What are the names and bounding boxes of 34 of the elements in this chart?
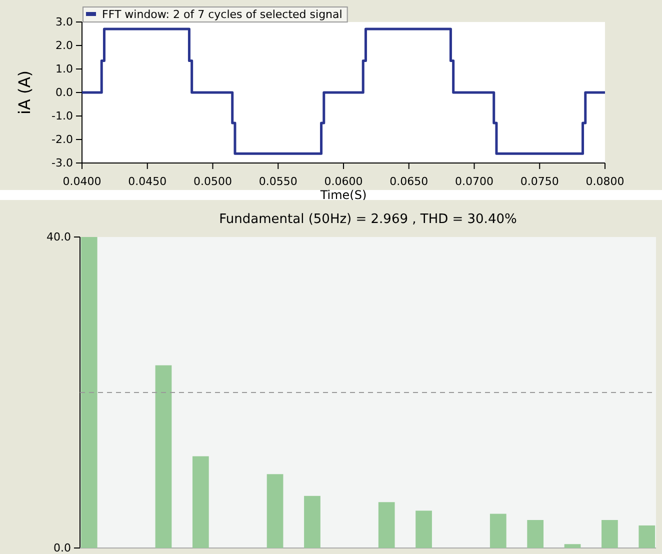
y-tick-label: 3.0: [56, 16, 73, 29]
bar: [564, 544, 581, 548]
chart-title: Fundamental (50Hz) = 2.969 , THD = 30.40%: [219, 212, 517, 227]
x-tick-label: 0.0650: [390, 175, 428, 188]
bar: [192, 456, 209, 548]
y-tick-label: 0.0: [56, 86, 73, 100]
legend-label: FFT window: 2 of 7 cycles of selected signal: [102, 8, 342, 21]
bar: [527, 520, 544, 548]
x-tick-label: 0.0450: [128, 175, 167, 188]
x-tick-label: 0.0400: [62, 175, 102, 188]
y-axis-title: iA (A): [15, 70, 34, 114]
bar: [602, 520, 618, 548]
y-tick-label: 0.0: [54, 542, 71, 554]
y-tick-label: -1.0: [52, 110, 73, 123]
y-tick-label: 40.0: [46, 230, 71, 244]
y-tick-label: -3.0: [52, 156, 73, 170]
bar: [378, 502, 395, 548]
bar: [266, 474, 284, 548]
y-tick-label: 1.0: [56, 62, 73, 76]
x-tick-label: 0.0550: [258, 175, 298, 188]
bar: [416, 510, 432, 548]
x-tick-label: 0.0600: [324, 175, 363, 188]
y-tick-label: 2.0: [56, 39, 73, 52]
y-tick-label: -2.0: [52, 133, 73, 146]
x-tick-label: 0.0800: [586, 175, 624, 188]
x-tick-label: 0.0750: [520, 175, 559, 188]
line-series: [80, 28, 606, 155]
x-tick-label: 0.0700: [455, 175, 494, 188]
x-axis-title: Time(S): [319, 188, 367, 202]
bar: [638, 525, 656, 548]
bar: [155, 365, 172, 548]
bar: [304, 496, 320, 548]
bar: [490, 514, 506, 548]
x-tick-label: 0.0500: [194, 175, 232, 188]
